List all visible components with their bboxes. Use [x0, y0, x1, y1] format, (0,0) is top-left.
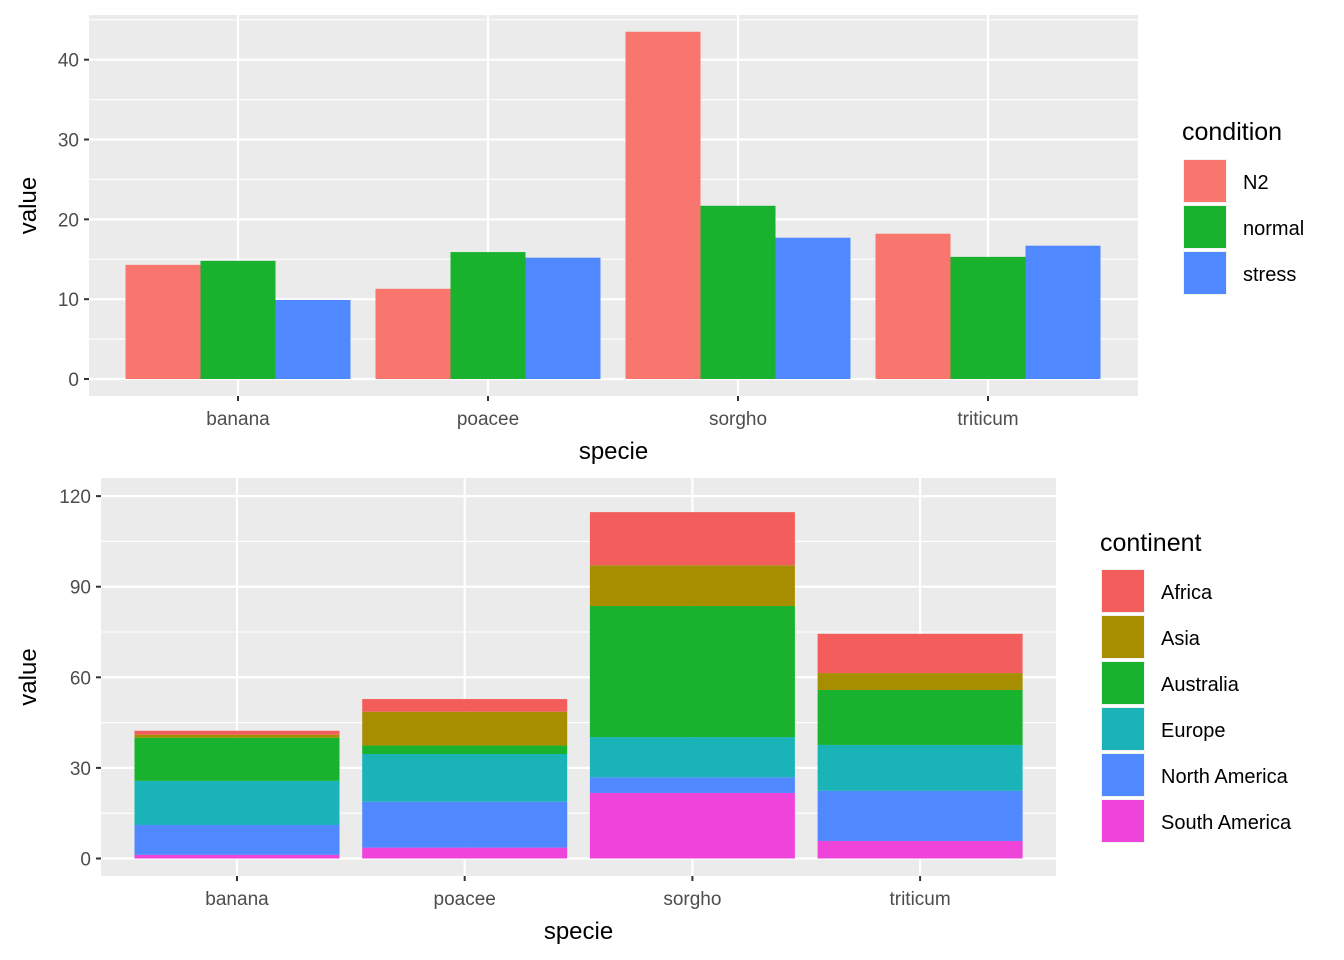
bar-n2 [375, 288, 451, 379]
bar-segment-north-america [817, 790, 1023, 841]
bar-segment-africa [134, 730, 340, 735]
chart-panel-1: 0 10 20 30 40 banana poacee sorgho triticum speci… [15, 15, 1304, 465]
bar-segment-australia [134, 737, 340, 781]
legend-label: Australia [1161, 674, 1240, 696]
bar-segment-africa [589, 512, 795, 566]
y-tick-label: 120 [59, 487, 91, 508]
bar-stress [275, 299, 351, 379]
bar-normal [450, 252, 526, 379]
bar-segment-asia [362, 711, 568, 746]
bar-segment-europe [362, 754, 568, 802]
bar-segment-asia [817, 673, 1023, 690]
x-tick-label: poacee [434, 889, 496, 910]
y-tick-label: 20 [58, 210, 79, 231]
bar-segment-north-america [589, 777, 795, 793]
legend-label: Africa [1161, 582, 1213, 604]
legend-label: Asia [1161, 628, 1201, 650]
y-tick-label: 40 [58, 51, 79, 72]
y-tick-label: 30 [70, 759, 91, 780]
legend-swatch [1102, 754, 1144, 796]
legend-title: continent [1100, 529, 1202, 557]
y-tick-label: 0 [80, 849, 91, 870]
y-tick-label: 30 [58, 131, 79, 152]
bar-segment-south-america [817, 840, 1023, 859]
x-tick-label: banana [205, 889, 269, 910]
legend-swatch [1102, 800, 1144, 842]
legend-label: N2 [1243, 172, 1269, 194]
y-tick-label: 90 [70, 578, 91, 599]
y-tick-label: 0 [68, 370, 79, 391]
bar-segment-europe [817, 744, 1023, 791]
bar-segment-australia [817, 689, 1023, 745]
legend-label: stress [1243, 264, 1296, 286]
bar-segment-north-america [362, 801, 568, 848]
bar-segment-south-america [134, 854, 340, 859]
bar-segment-africa [362, 699, 568, 712]
y-tick-label: 10 [58, 290, 79, 311]
x-axis-title: specie [579, 438, 648, 465]
legend-swatch [1102, 708, 1144, 750]
bar-n2 [125, 264, 201, 379]
bar-segment-africa [817, 633, 1023, 674]
bar-normal [950, 256, 1026, 379]
bar-stress [525, 257, 601, 379]
legend-swatch [1184, 252, 1226, 294]
x-tick-label: banana [206, 409, 270, 430]
legend-swatch [1102, 616, 1144, 658]
legend: condition N2 normal stress [1182, 118, 1304, 295]
bar-segment-asia [134, 734, 340, 738]
x-tick-label: sorgho [709, 409, 767, 430]
bar-segment-south-america [589, 792, 795, 859]
bar-n2 [625, 31, 701, 379]
x-tick-label: sorgho [663, 889, 721, 910]
legend-label: Europe [1161, 720, 1226, 742]
x-tick-label: triticum [957, 409, 1018, 430]
bar-segment-australia [362, 745, 568, 755]
y-tick-label: 60 [70, 668, 91, 689]
legend-swatch [1102, 570, 1144, 612]
y-axis-title: value [15, 648, 42, 705]
bar-normal [200, 260, 276, 379]
bar-n2 [875, 233, 951, 379]
bar-segment-europe [134, 780, 340, 825]
legend-swatch [1184, 206, 1226, 248]
bar-segment-australia [589, 606, 795, 738]
legend-label: normal [1243, 218, 1304, 240]
legend-swatch [1102, 662, 1144, 704]
bar-segment-south-america [362, 847, 568, 859]
bar-segment-europe [589, 737, 795, 778]
bar-stress [775, 237, 851, 379]
legend-label: North America [1161, 766, 1289, 788]
y-axis-title: value [15, 177, 42, 234]
bar-segment-asia [589, 565, 795, 607]
bar-normal [700, 205, 776, 379]
legend-label: South America [1161, 812, 1292, 834]
x-axis-title: specie [544, 918, 613, 945]
x-tick-label: poacee [457, 409, 519, 430]
bar-segment-north-america [134, 824, 340, 855]
x-tick-label: triticum [889, 889, 950, 910]
bar-stress [1025, 245, 1101, 379]
legend: continent Africa Asia Australia Europe North … [1100, 529, 1292, 843]
legend-swatch [1184, 160, 1226, 202]
chart-panel-2: 0 30 60 90 120 banana poacee sorgho triticum spec… [15, 478, 1292, 945]
legend-title: condition [1182, 118, 1282, 146]
